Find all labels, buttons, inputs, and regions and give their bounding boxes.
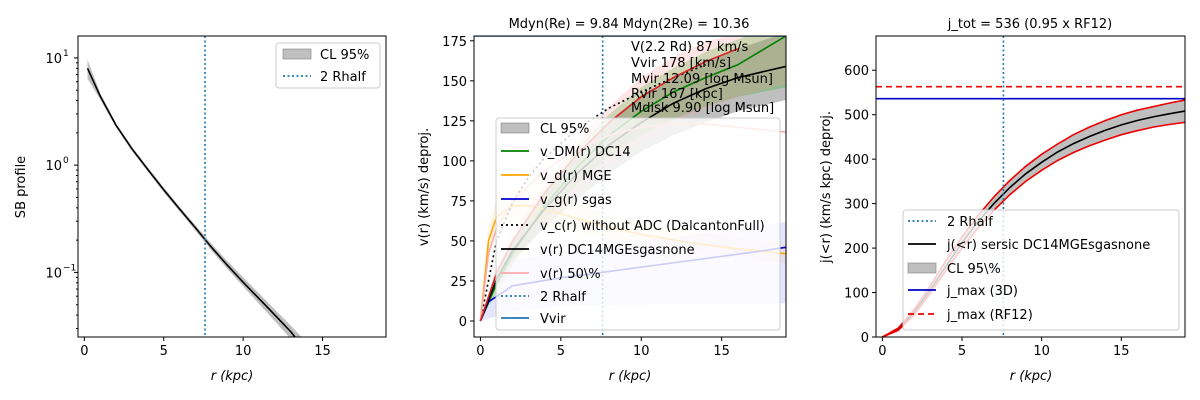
j-legend-label-3: j_max (3D) — [946, 284, 1018, 299]
j-xlabel: r (kpc) — [1010, 369, 1053, 384]
vel-ylabel: v(r) (km/s) deproj. — [417, 128, 432, 246]
vel-axes-frame — [473, 35, 787, 338]
vel-legend-label-3: v_g(r) sgas — [540, 193, 612, 208]
j-axes-frame — [875, 35, 1186, 338]
vel-annotations: V(2.2 Rd) 87 km/s Vvir 178 [km/s] Mvir 1… — [631, 40, 774, 116]
ytick-exponent-0: −1 — [63, 263, 76, 273]
sb-axes-frame — [77, 35, 387, 338]
vel-legend: CL 95% v_DM(r) DC14 v_d(r) MGE v_g(r) sg… — [495, 117, 781, 331]
ytick-label-0: 0 — [861, 331, 869, 346]
ytick-label-7: 175 — [442, 35, 467, 50]
j-legend-label-2: CL 95\% — [947, 262, 1001, 277]
xtick-label-2: 10 — [235, 344, 252, 359]
ytick-label-0: 0 — [459, 315, 467, 330]
xtick-label-0: 0 — [476, 344, 484, 359]
vel-annotation-2: Mvir 12.09 [log Msun] — [631, 72, 773, 87]
ytick-label-4: 400 — [844, 153, 869, 168]
j-legend-label-0: 2 Rhalf — [947, 215, 993, 230]
j-legend: 2 Rhalf j(<r) sersic DC14MGEsgasnone CL … — [902, 209, 1180, 331]
vel-legend-box — [495, 117, 781, 331]
vel-legend-swatch-0 — [500, 122, 530, 134]
vel-legend-label-0: CL 95% — [540, 122, 589, 137]
ytick-label-0: 10 — [45, 266, 62, 281]
sb-legend: CL 95% 2 Rhalf — [275, 42, 381, 89]
vel-annotation-4: Mdisk 9.90 [log Msun] — [631, 101, 774, 116]
sb-legend-label-0: CL 95% — [320, 48, 369, 63]
sb-legend-band-swatch — [282, 48, 312, 60]
j-ylabel: j(<r) (km/s kpc) deproj. — [819, 111, 834, 264]
ytick-label-6: 150 — [442, 75, 467, 90]
vel-title: Mdyn(Re) = 9.84 Mdyn(2Re) = 10.36 — [509, 17, 750, 32]
vel-legend-label-1: v_DM(r) DC14 — [540, 145, 631, 160]
series-line-0 — [86, 67, 297, 337]
vel-legend-label-6: v(r) 50\% — [540, 267, 601, 282]
sb-ylabel: SB profile — [14, 156, 29, 218]
band-1 — [480, 36, 786, 321]
ytick-exponent-1: 0 — [63, 156, 69, 166]
j-legend-swatch-2 — [907, 262, 937, 274]
vel-legend-label-8: Vvir — [540, 312, 566, 327]
ytick-label-5: 125 — [442, 115, 467, 130]
j-title: j_tot = 536 (0.95 x RF12) — [947, 17, 1112, 32]
ytick-label-3: 75 — [450, 195, 467, 210]
xtick-label-3: 15 — [314, 344, 331, 359]
sb-xlabel: r (kpc) — [211, 369, 254, 384]
vel-legend-label-2: v_d(r) MGE — [540, 169, 612, 184]
xtick-label-1: 5 — [958, 344, 966, 359]
vel-annotation-3: Rvir 167 [kpc] — [631, 87, 723, 102]
xtick-label-2: 10 — [633, 344, 650, 359]
vel-annotation-0: V(2.2 Rd) 87 km/s — [631, 40, 749, 55]
ytick-label-2: 50 — [450, 235, 467, 250]
ytick-label-2: 10 — [45, 52, 62, 67]
ytick-label-4: 100 — [442, 155, 467, 170]
band-4 — [480, 36, 786, 321]
ytick-label-1: 25 — [450, 275, 467, 290]
j-legend-label-4: j_max (RF12) — [946, 308, 1033, 323]
sb-line-layer — [86, 67, 297, 337]
j-tick-layer: 0 5 10 15 0 100 200 300 400 500 600 — [844, 64, 1129, 359]
xtick-label-0: 0 — [878, 344, 886, 359]
ytick-label-5: 500 — [844, 109, 869, 124]
xtick-label-3: 15 — [713, 344, 730, 359]
xtick-label-0: 0 — [80, 344, 88, 359]
xtick-label-2: 10 — [1033, 344, 1050, 359]
j-legend-box — [902, 209, 1180, 331]
vel-annotation-1: Vvir 178 [km/s] — [631, 56, 731, 71]
ytick-label-2: 200 — [844, 242, 869, 257]
ytick-label-1: 10 — [45, 159, 62, 174]
vel-legend-label-4: v_c(r) without ADC (DalcantonFull) — [540, 219, 765, 234]
j-legend-label-1: j(<r) sersic DC14MGEsgasnone — [946, 238, 1150, 253]
vel-xlabel: r (kpc) — [609, 369, 652, 384]
sb-legend-label-1: 2 Rhalf — [320, 70, 366, 85]
band-0 — [480, 36, 786, 321]
vel-legend-label-5: v(r) DC14MGEsgasnone — [540, 243, 695, 258]
xtick-label-1: 5 — [160, 344, 168, 359]
vel-legend-label-7: 2 Rhalf — [540, 290, 586, 305]
ytick-exponent-2: 1 — [63, 49, 69, 59]
panel-angular-momentum: 0 5 10 15 0 100 200 300 400 500 600 j_tot = 536 (0… — [819, 17, 1186, 384]
ytick-label-1: 100 — [844, 287, 869, 302]
ytick-label-3: 300 — [844, 198, 869, 213]
xtick-label-1: 5 — [557, 344, 565, 359]
xtick-label-3: 15 — [1113, 344, 1130, 359]
ytick-label-6: 600 — [844, 64, 869, 79]
